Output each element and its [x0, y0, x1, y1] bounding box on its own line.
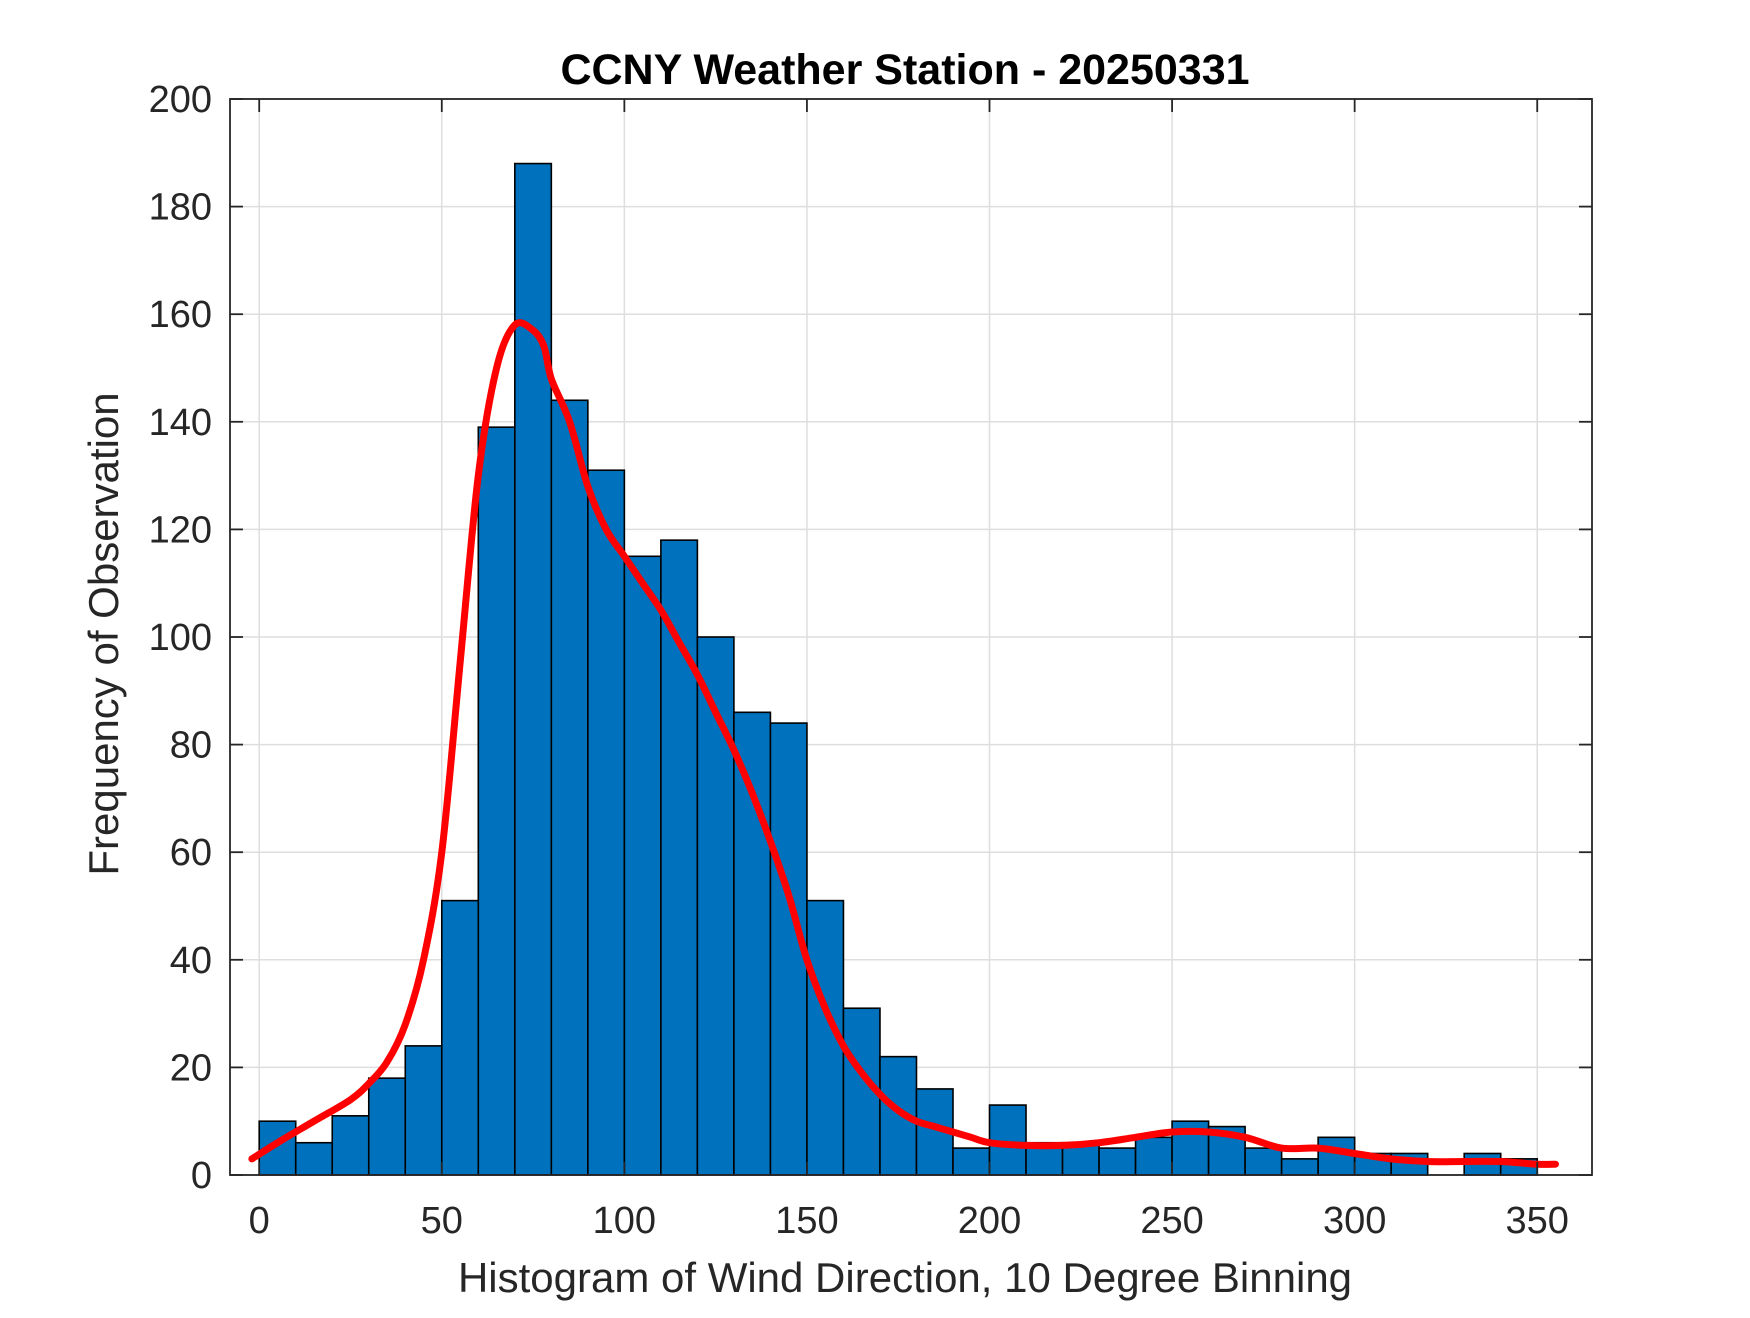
fit-curve-line	[248, 319, 1559, 1168]
x-tick-label: 200	[958, 1200, 1021, 1242]
x-tick-label: 300	[1323, 1200, 1386, 1242]
histogram-bar	[1317, 1136, 1356, 1176]
y-tick-label: 80	[170, 725, 212, 767]
y-tick-label: 0	[191, 1155, 212, 1197]
y-axis-label: Frequency of Observation	[80, 392, 127, 875]
histogram-bar	[696, 636, 735, 1176]
x-tick-labels: 0 50 100 150 200 250 300 350	[249, 1200, 1569, 1242]
histogram-bar	[623, 555, 662, 1176]
axes-frame	[229, 98, 1593, 1176]
histogram-bar	[952, 1147, 991, 1176]
chart-title: CCNY Weather Station - 20250331	[560, 46, 1249, 94]
x-tick-label: 100	[593, 1200, 656, 1242]
y-tick-label: 120	[149, 509, 212, 551]
y-tick-labels: 0 20 40 60 80 100 120 140 160 180 200	[149, 79, 212, 1197]
y-tick-label: 60	[170, 832, 212, 874]
fit-curve-group	[248, 319, 1559, 1168]
histogram-bar	[1244, 1147, 1283, 1176]
x-tick-label: 50	[421, 1200, 463, 1242]
histogram-bar	[1280, 1158, 1319, 1176]
histogram-bar	[331, 1115, 370, 1176]
x-axis-label: Histogram of Wind Direction, 10 Degree B…	[458, 1254, 1352, 1301]
y-tick-label: 160	[149, 294, 212, 336]
histogram-bar	[1098, 1147, 1137, 1176]
y-tick-label: 180	[149, 187, 212, 229]
y-tick-label: 20	[170, 1047, 212, 1089]
histogram-bar	[587, 469, 626, 1176]
x-tick-label: 0	[249, 1200, 270, 1242]
histogram-bar	[733, 711, 772, 1176]
x-tick-label: 350	[1506, 1200, 1569, 1242]
histogram-bar	[477, 426, 516, 1176]
histogram-bar	[550, 399, 589, 1176]
y-tick-label: 100	[149, 617, 212, 659]
histogram-bar	[1134, 1136, 1173, 1176]
histogram-bar	[440, 899, 480, 1176]
y-tick-label: 140	[149, 402, 212, 444]
histogram-bar	[367, 1077, 407, 1176]
histogram-bar	[404, 1045, 443, 1176]
histogram-bar	[294, 1141, 334, 1176]
y-tick-label: 200	[149, 79, 212, 121]
y-tick-label: 40	[170, 940, 212, 982]
x-tick-label: 150	[775, 1200, 838, 1242]
x-tick-label: 250	[1140, 1200, 1203, 1242]
histogram-bar	[514, 162, 553, 1176]
